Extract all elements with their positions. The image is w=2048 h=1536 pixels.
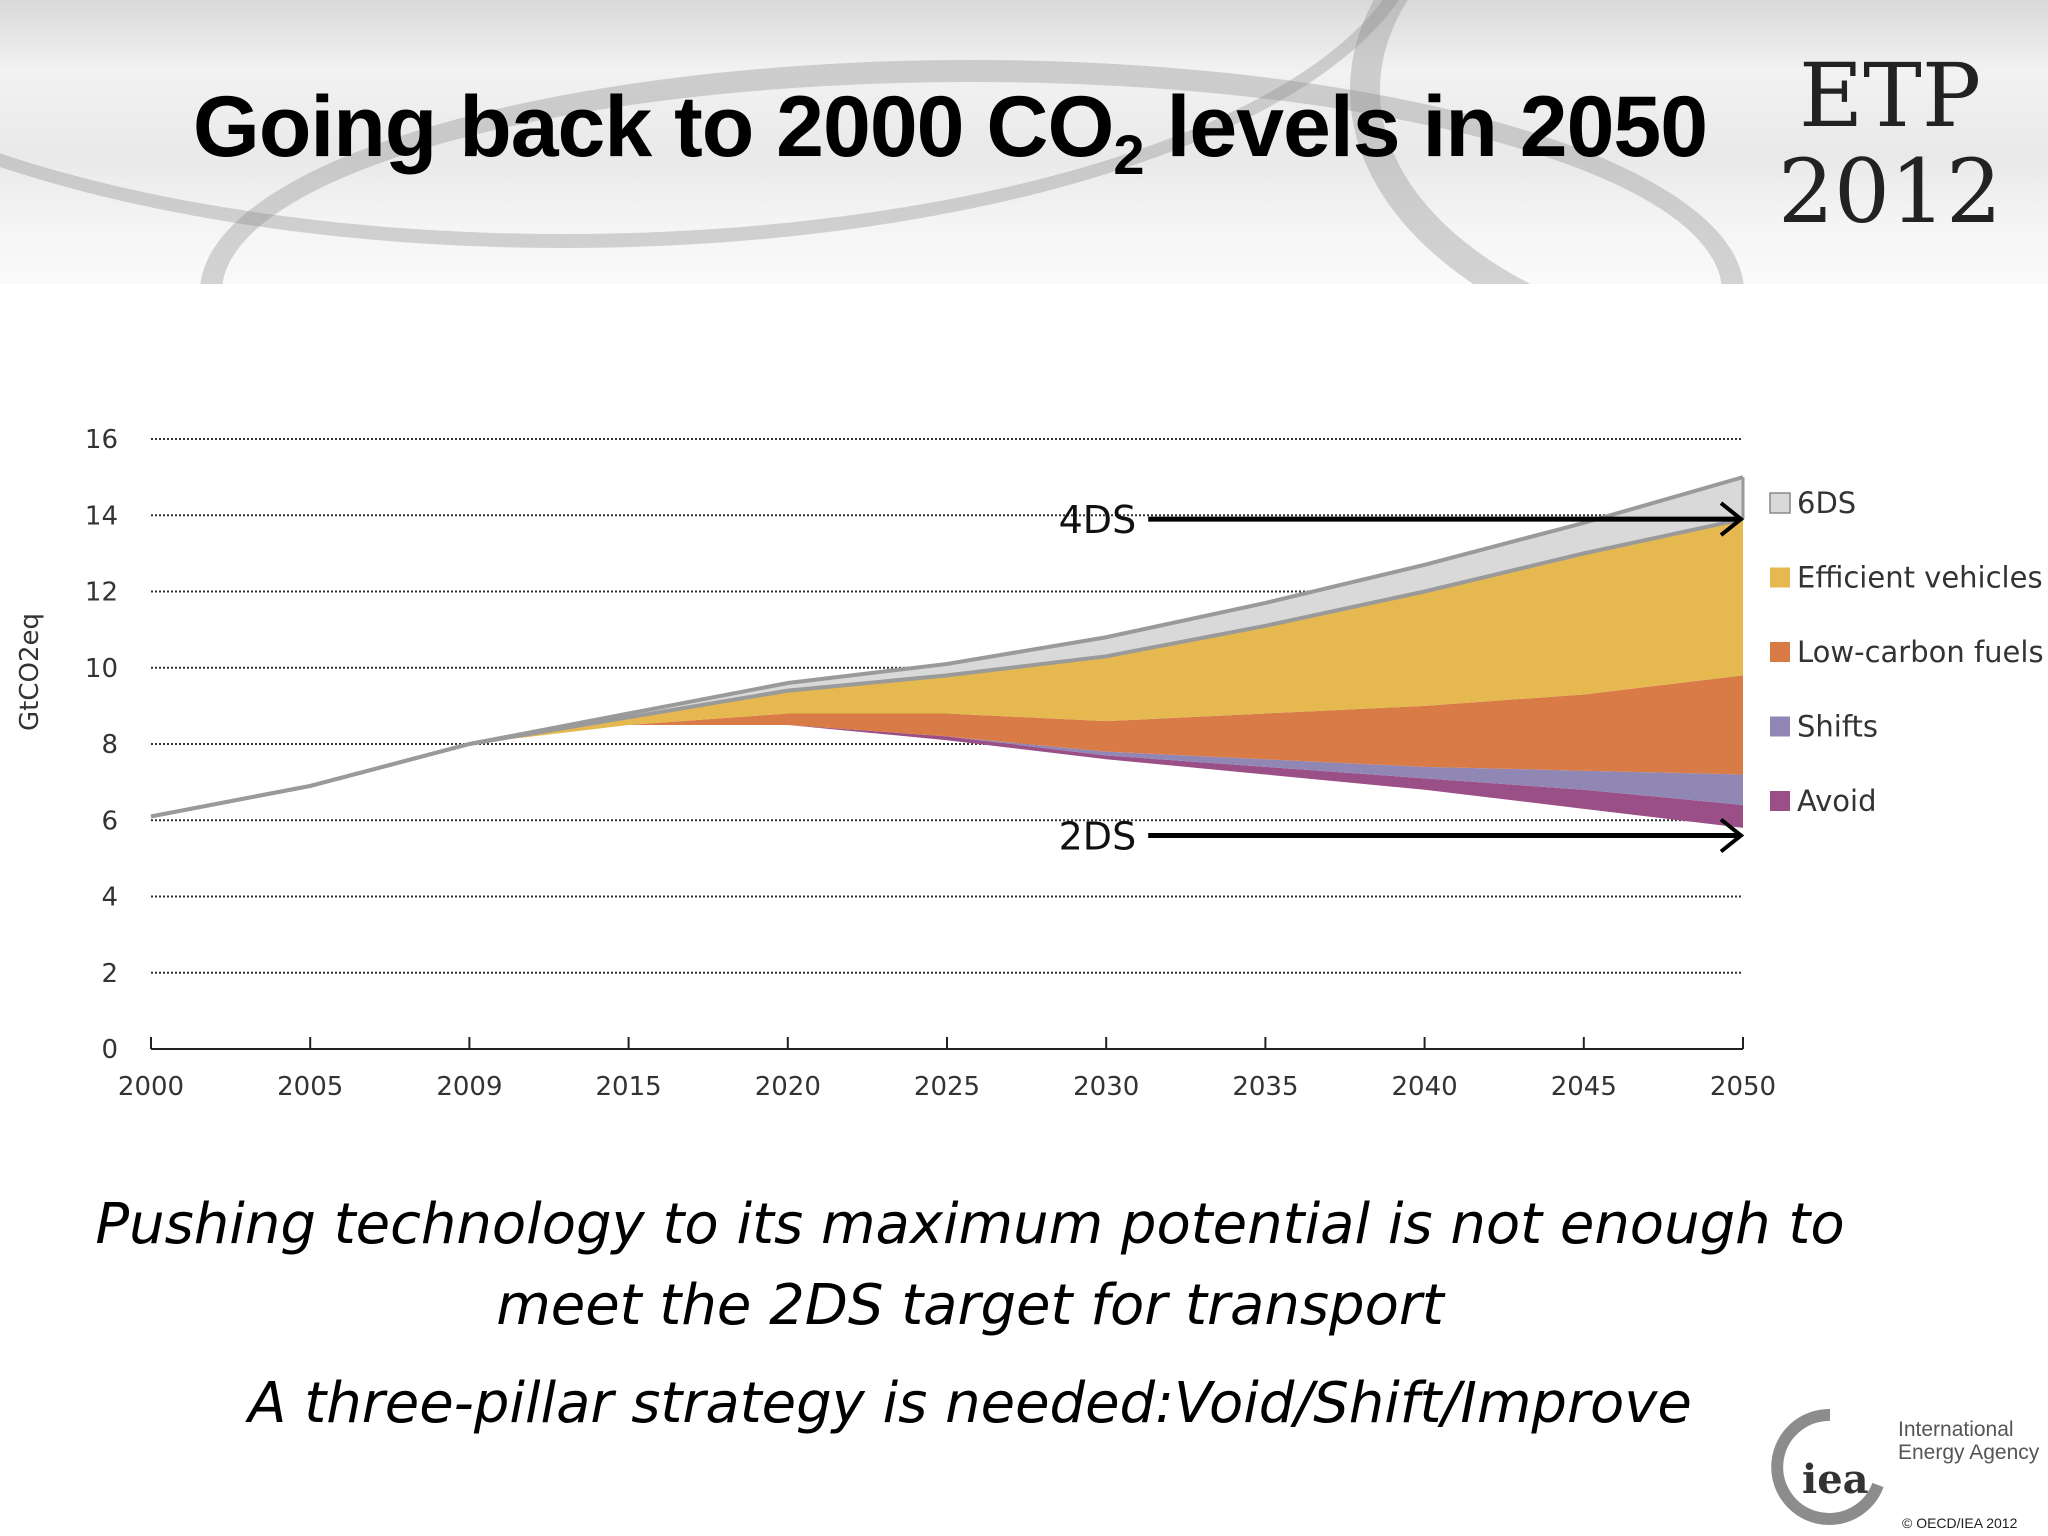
y-tick-label: 4 — [101, 883, 118, 913]
y-tick-label: 10 — [85, 654, 118, 684]
badge-line1: ETP — [1798, 44, 1982, 147]
x-tick-label: 2025 — [914, 1072, 980, 1102]
etp-badge: ETP 2012 — [1778, 48, 2002, 240]
legend-swatch-efficient-vehicles — [1770, 567, 1790, 588]
x-tick-label: 2000 — [118, 1072, 184, 1102]
legend-swatch-6ds — [1769, 492, 1791, 514]
area-shifts — [151, 724, 1743, 817]
y-tick-label: 16 — [85, 425, 118, 455]
legend-label-low-carbon-fuels: Low-carbon fuels — [1797, 635, 2044, 669]
arrowhead-icon — [1719, 817, 1745, 854]
legend-label-shifts: Shifts — [1797, 710, 1878, 744]
x-tick-label: 2035 — [1232, 1072, 1298, 1102]
x-tick-label: 2005 — [277, 1072, 343, 1102]
iea-name-line1: International — [1898, 1418, 2014, 1441]
area-efficient-vehicles — [151, 519, 1743, 817]
badge-line2: 2012 — [1778, 140, 2002, 243]
y-tick-label: 8 — [101, 730, 118, 760]
x-tick-label: 2040 — [1392, 1072, 1458, 1102]
annotation-label-4ds: 4DS — [1059, 498, 1137, 542]
x-tick-label: 2045 — [1551, 1072, 1617, 1102]
iea-name-line2: Energy Agency — [1898, 1441, 2040, 1464]
x-tick-label: 2050 — [1710, 1072, 1776, 1102]
legend-swatch-avoid — [1770, 791, 1790, 811]
title-subscript: 2 — [1113, 123, 1144, 186]
caption-line2: meet the 2DS target for transport — [496, 1273, 1444, 1338]
iea-logo: iea — [1771, 1408, 1884, 1525]
x-tick-label: 2020 — [755, 1072, 821, 1102]
x-tick-label: 2030 — [1073, 1072, 1139, 1102]
x-tick-label: 2009 — [436, 1072, 502, 1102]
iea-mark: iea — [1802, 1456, 1869, 1503]
arrowhead-icon — [1719, 501, 1745, 537]
legend-label-6ds: 6DS — [1797, 486, 1856, 520]
series-outline-6ds — [150, 475, 1744, 819]
header-banner: Going back to 2000 CO2 levels in 2050 ET… — [0, 0, 2048, 284]
legend-swatch-low-carbon-fuels — [1770, 642, 1790, 662]
title-text: Going back to 2000 CO — [192, 79, 1114, 175]
caption-line1: Pushing technology to its maximum potent… — [95, 1192, 1845, 1257]
title-text-end: levels in 2050 — [1143, 79, 1708, 175]
y-tick-label: 0 — [101, 1035, 118, 1065]
x-tick-label: 2015 — [596, 1072, 662, 1102]
iea-name: International Energy Agency — [1898, 1418, 2039, 1464]
page-title: Going back to 2000 CO2 levels in 2050 — [0, 78, 1900, 187]
legend-label-efficient-vehicles: Efficient vehicles — [1797, 561, 2043, 595]
y-tick-label: 12 — [85, 578, 118, 608]
caption-line3: A three-pillar strategy is needed:Void/S… — [248, 1371, 1692, 1436]
y-tick-label: 6 — [101, 806, 118, 836]
legend-swatch-shifts — [1770, 716, 1790, 737]
legend-label-avoid: Avoid — [1797, 784, 1877, 818]
iea-ring-icon — [1771, 1408, 1884, 1525]
copyright: © OECD/IEA 2012 — [1902, 1515, 2018, 1531]
y-tick-label: 2 — [101, 959, 118, 989]
y-axis-label: GtCO2eq — [15, 613, 45, 731]
annotation-label-2ds: 2DS — [1059, 815, 1137, 859]
area-low-carbon-fuels — [151, 675, 1743, 817]
y-tick-label: 14 — [85, 501, 118, 531]
